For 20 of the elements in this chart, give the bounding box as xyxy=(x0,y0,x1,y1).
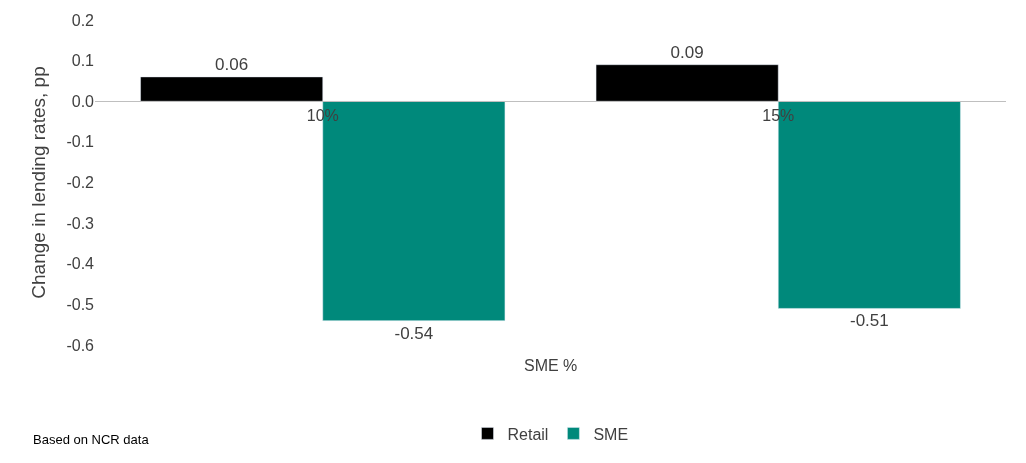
y-tick-label: 0.2 xyxy=(71,11,95,29)
x-tick-label: 10% xyxy=(306,107,339,125)
y-tick-label: 0.1 xyxy=(71,52,95,70)
legend-label: SME xyxy=(593,425,629,443)
y-tick-label: -0.6 xyxy=(66,336,95,354)
y-tick-label: -0.4 xyxy=(66,255,95,273)
y-axis-title: Change in lending rates, pp xyxy=(28,66,50,299)
text: Based on NCR data xyxy=(33,432,150,447)
x-tick-label: 15% xyxy=(762,107,795,125)
y-tick-label: -0.5 xyxy=(66,295,95,313)
y-tick-label: 0.0 xyxy=(71,92,95,110)
y-tick-label: -0.3 xyxy=(66,214,95,232)
data-label: 0.09 xyxy=(670,42,704,62)
data-label: 0.06 xyxy=(215,54,249,74)
x-axis-title: SME % xyxy=(524,357,578,374)
legend-label: Retail xyxy=(507,425,549,443)
y-tick-label: -0.1 xyxy=(66,133,95,151)
data-label: -0.54 xyxy=(394,323,434,343)
data-label: -0.51 xyxy=(849,311,889,331)
y-tick-label: -0.2 xyxy=(66,174,95,192)
